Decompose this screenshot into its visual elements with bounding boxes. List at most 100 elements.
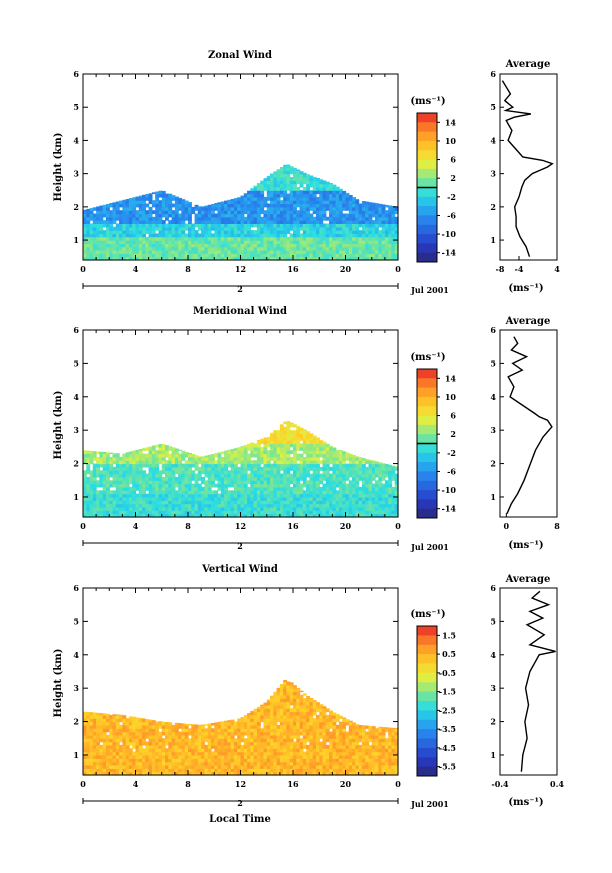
heatmap-cell (142, 233, 146, 238)
heatmap-cell (171, 761, 176, 766)
heatmap-cell (181, 480, 186, 485)
heatmap-cell (181, 220, 186, 224)
heatmap-cell (342, 456, 347, 461)
profile-y-tick-label: 2 (490, 459, 496, 469)
heatmap-cell (181, 765, 186, 769)
heatmap-cell (306, 473, 310, 478)
heatmap-cell (188, 470, 192, 475)
heatmap-cell (312, 500, 317, 505)
heatmap-cell (293, 424, 297, 428)
heatmap-cell (119, 765, 123, 769)
heatmap-cell (312, 203, 317, 208)
heatmap-cell (174, 507, 179, 511)
heatmap-cell (302, 220, 307, 224)
heatmap-cell (171, 470, 176, 475)
heatmap-cell (273, 206, 278, 211)
heatmap-cell (184, 453, 189, 458)
heatmap-cell (102, 718, 107, 723)
heatmap-cell (348, 210, 353, 215)
heatmap-cell (155, 758, 160, 763)
heatmap-cell (247, 200, 251, 205)
heatmap-cell (240, 748, 245, 753)
heatmap-cell (168, 233, 173, 238)
heatmap-cell (371, 503, 376, 508)
heatmap-cell (283, 476, 288, 481)
heatmap-cell (96, 210, 100, 215)
heatmap-cell (302, 206, 307, 211)
colorbar-tick-label: 14 (445, 117, 457, 127)
heatmap-cell (220, 256, 225, 261)
heatmap-cell (161, 497, 166, 501)
heatmap-cell (125, 226, 130, 231)
heatmap-cell (394, 476, 399, 481)
heatmap-cell (145, 210, 150, 215)
heatmap-cell (332, 196, 337, 201)
heatmap-cell (99, 480, 104, 485)
heatmap-cell (96, 230, 100, 234)
heatmap-cell (207, 758, 212, 763)
heatmap-cell (165, 196, 169, 201)
x-tick-label: 0 (395, 264, 401, 274)
heatmap-cell (194, 246, 199, 251)
heatmap-cell (316, 497, 320, 501)
colorbar-segment (417, 131, 437, 142)
heatmap-cell (286, 186, 291, 191)
heatmap-cell (247, 236, 251, 241)
heatmap-cell (322, 493, 327, 498)
heatmap-cell (309, 463, 314, 468)
heatmap-cell (92, 755, 97, 759)
heatmap-cell (204, 213, 209, 218)
heatmap-cell (260, 230, 265, 234)
heatmap-cell (394, 486, 399, 491)
heatmap-cell (237, 200, 242, 205)
heatmap-cell (322, 223, 327, 228)
heatmap-cell (365, 490, 370, 495)
heatmap-cell (161, 243, 166, 248)
heatmap-cell (122, 486, 127, 491)
heatmap-cell (99, 748, 104, 753)
heatmap-cell (247, 771, 251, 776)
heatmap-cell (371, 203, 376, 208)
heatmap-cell (224, 476, 228, 481)
heatmap-cell (375, 243, 379, 248)
heatmap-cell (188, 748, 192, 753)
heatmap-cell (345, 473, 350, 478)
heatmap-cell (165, 233, 169, 238)
heatmap-cell (286, 466, 291, 471)
heatmap-cell (102, 243, 107, 248)
heatmap-cell (188, 751, 192, 756)
heatmap-cell (96, 456, 100, 461)
heatmap-cell (384, 493, 389, 498)
heatmap-cell (96, 724, 100, 729)
heatmap-cell (197, 724, 202, 726)
heatmap-cell (128, 724, 133, 729)
heatmap-cell (106, 765, 110, 769)
heatmap-cell (224, 768, 228, 773)
heatmap-cell (109, 456, 114, 461)
heatmap-cell (309, 203, 314, 208)
heatmap-cell (145, 719, 150, 723)
heatmap-cell (391, 243, 396, 248)
heatmap-cell (332, 513, 337, 518)
heatmap-cell (109, 744, 114, 749)
heatmap-cell (224, 741, 228, 746)
heatmap-cell (247, 486, 251, 491)
heatmap-cell (237, 466, 242, 471)
heatmap-cell (312, 206, 317, 211)
heatmap-cell (122, 470, 127, 475)
heatmap-cell (171, 771, 176, 776)
heatmap-cell (233, 250, 238, 254)
heatmap-cell (224, 200, 228, 205)
heatmap-cell (240, 233, 245, 238)
heatmap-cell (306, 196, 310, 201)
colorbar-segment (417, 480, 437, 491)
heatmap-cell (128, 463, 133, 468)
heatmap-cell (122, 246, 127, 251)
heatmap-cell (109, 483, 114, 488)
heatmap-cell (158, 444, 163, 448)
heatmap-cell (214, 761, 219, 766)
heatmap-cell (171, 738, 176, 743)
heatmap-cell (102, 480, 107, 485)
heatmap-cell (184, 493, 189, 498)
heatmap-cell (371, 463, 376, 468)
